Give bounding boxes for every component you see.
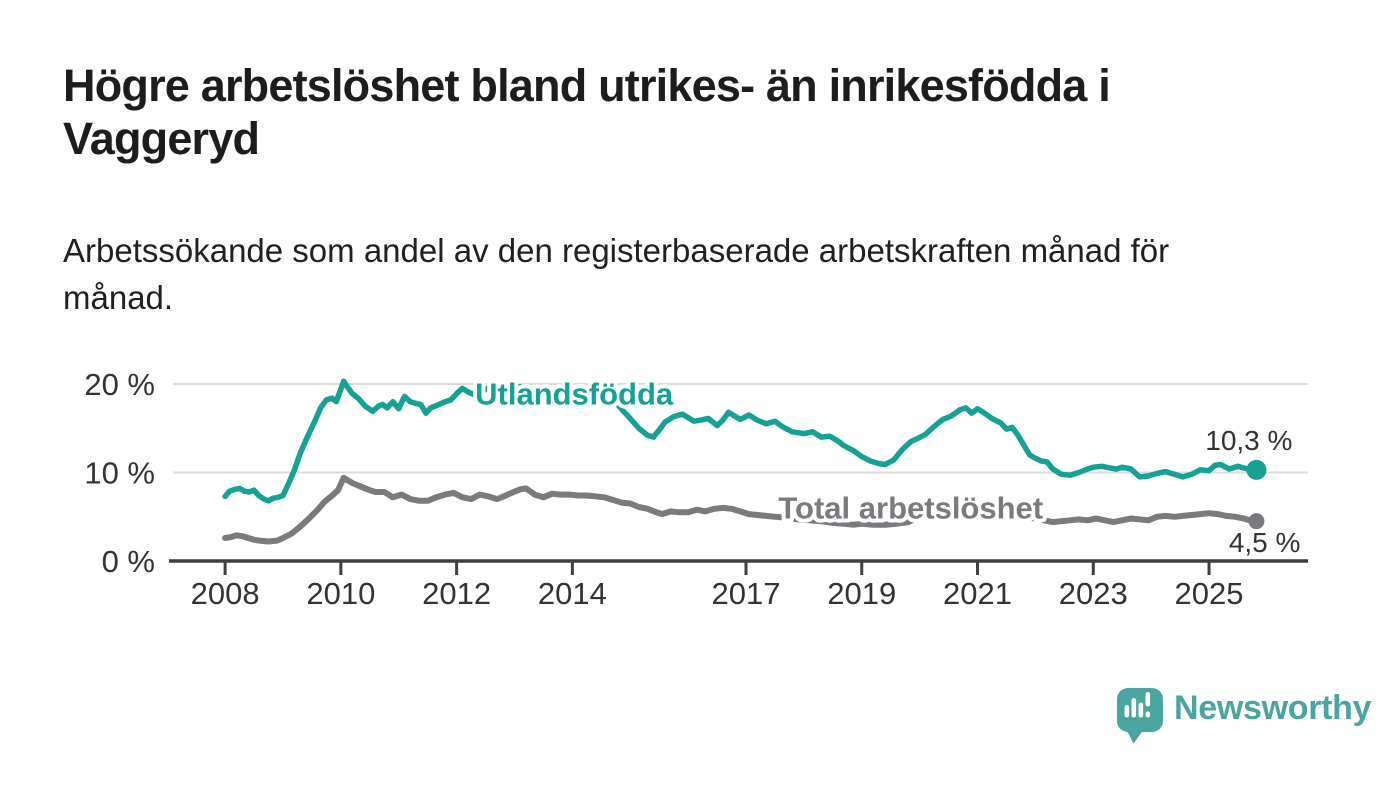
chart-subtitle: Arbetssökande som andel av den registerb… bbox=[63, 228, 1303, 322]
newsworthy-logo: Newsworthy bbox=[1116, 687, 1372, 745]
y-tick-label: 10 % bbox=[84, 456, 155, 491]
series-label-total: Total arbetslöshet bbox=[778, 490, 1043, 525]
page-title: Högre arbetslöshet bland utrikes- än inr… bbox=[63, 60, 1263, 165]
x-tick-label: 2025 bbox=[1175, 576, 1244, 611]
newsworthy-logo-text: Newsworthy bbox=[1174, 689, 1372, 727]
y-tick-label: 20 % bbox=[84, 367, 155, 402]
x-tick-label: 2008 bbox=[191, 576, 260, 611]
series-label-utlandsfodda: Utlandsfödda bbox=[475, 377, 674, 412]
page-title-line-1: Högre arbetslöshet bland utrikes- än inr… bbox=[63, 60, 1111, 111]
series-end-dot-utlandsfodda bbox=[1246, 459, 1267, 480]
series-end-value-total: 4,5 % bbox=[1229, 527, 1301, 558]
x-tick-label: 2010 bbox=[306, 576, 375, 611]
series-line-total bbox=[222, 474, 1256, 545]
x-tick-label: 2012 bbox=[422, 576, 491, 611]
series-end-value-utlandsfodda: 10,3 % bbox=[1205, 425, 1292, 456]
chart-subtitle-line-1: Arbetssökande som andel av den registerb… bbox=[63, 232, 1170, 269]
series-line-utlandsfodda bbox=[222, 378, 1256, 504]
x-tick-label: 2023 bbox=[1059, 576, 1128, 611]
x-tick-label: 2019 bbox=[827, 576, 896, 611]
x-tick-label: 2017 bbox=[712, 576, 781, 611]
x-tick-label: 2021 bbox=[943, 576, 1012, 611]
newsworthy-speech-bubble-bar-chart-icon bbox=[1117, 688, 1163, 744]
x-tick-label: 2014 bbox=[538, 576, 607, 611]
y-tick-label: 0 % bbox=[102, 544, 155, 579]
series-end-dot-total bbox=[1248, 513, 1265, 530]
page-title-line-2: Vaggeryd bbox=[63, 112, 260, 164]
chart-subtitle-line-2: månad. bbox=[63, 278, 174, 316]
